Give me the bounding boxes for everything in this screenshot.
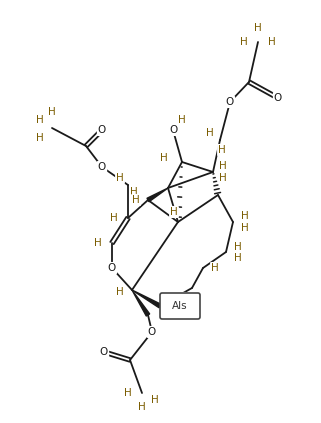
Text: H: H (219, 161, 227, 171)
Text: H: H (206, 128, 214, 138)
Text: H: H (219, 173, 227, 183)
Text: Als: Als (172, 301, 188, 311)
Text: H: H (36, 115, 44, 125)
Polygon shape (147, 188, 168, 202)
Text: O: O (108, 263, 116, 273)
Text: H: H (36, 133, 44, 143)
Text: H: H (48, 107, 56, 117)
Text: H: H (240, 37, 248, 47)
Text: H: H (234, 253, 242, 263)
Text: O: O (98, 162, 106, 172)
Polygon shape (132, 290, 161, 308)
Text: H: H (218, 145, 226, 155)
FancyBboxPatch shape (160, 293, 200, 319)
Text: O: O (98, 125, 106, 135)
Text: H: H (94, 238, 102, 248)
Text: H: H (110, 213, 118, 223)
Text: H: H (241, 211, 249, 221)
Text: H: H (124, 388, 132, 398)
Text: H: H (166, 311, 174, 321)
Text: H: H (151, 395, 159, 405)
Text: O: O (169, 125, 177, 135)
Polygon shape (132, 290, 150, 316)
Text: H: H (254, 23, 262, 33)
Text: H: H (234, 242, 242, 252)
Text: H: H (132, 195, 140, 205)
Text: H: H (130, 187, 138, 197)
Text: H: H (116, 287, 124, 297)
Text: H: H (170, 207, 178, 217)
Text: H: H (178, 293, 186, 303)
Text: H: H (268, 37, 276, 47)
Text: H: H (160, 153, 168, 163)
Text: H: H (138, 402, 146, 412)
Text: H: H (178, 115, 186, 125)
Text: O: O (274, 93, 282, 103)
Text: O: O (148, 327, 156, 337)
Text: O: O (226, 97, 234, 107)
Text: H: H (241, 223, 249, 233)
Text: O: O (100, 347, 108, 357)
Text: H: H (211, 263, 219, 273)
Text: H: H (116, 173, 124, 183)
